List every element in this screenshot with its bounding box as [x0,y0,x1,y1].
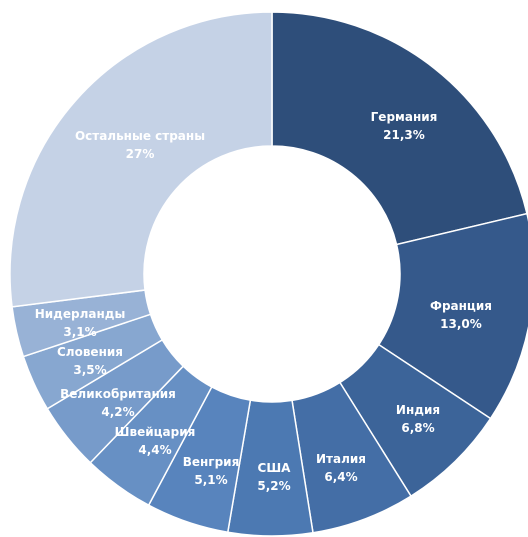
slice-label-италия: Италия 6,4% [316,452,366,484]
slice-остальные-страны [9,11,273,308]
slice-label-индия: Индия 6,8% [396,403,440,435]
donut-segments [9,11,528,537]
donut-labels: Германия 21,3% Франция 13,0% Индия 6,8% Италия… [35,110,492,493]
slice-label-словения: Словения 3,5% [57,345,123,377]
slice-label-остальные-страны: Остальные страны 27% [75,129,205,161]
slice-label-великобритания: Великобритания 4,2% [60,387,176,419]
slice-германия [271,11,528,246]
slice-label-нидерланды: Нидерланды 3,1% [35,307,126,339]
slice-label-франция: Франция 13,0% [430,299,492,331]
slice-label-сша: США 5,2% [257,461,291,493]
slice-label-германия: Германия 21,3% [371,110,438,142]
slice-label-швейцария: Швейцария 4,4% [115,425,196,457]
slice-label-венгрия: Венгрия 5,1% [183,455,240,487]
